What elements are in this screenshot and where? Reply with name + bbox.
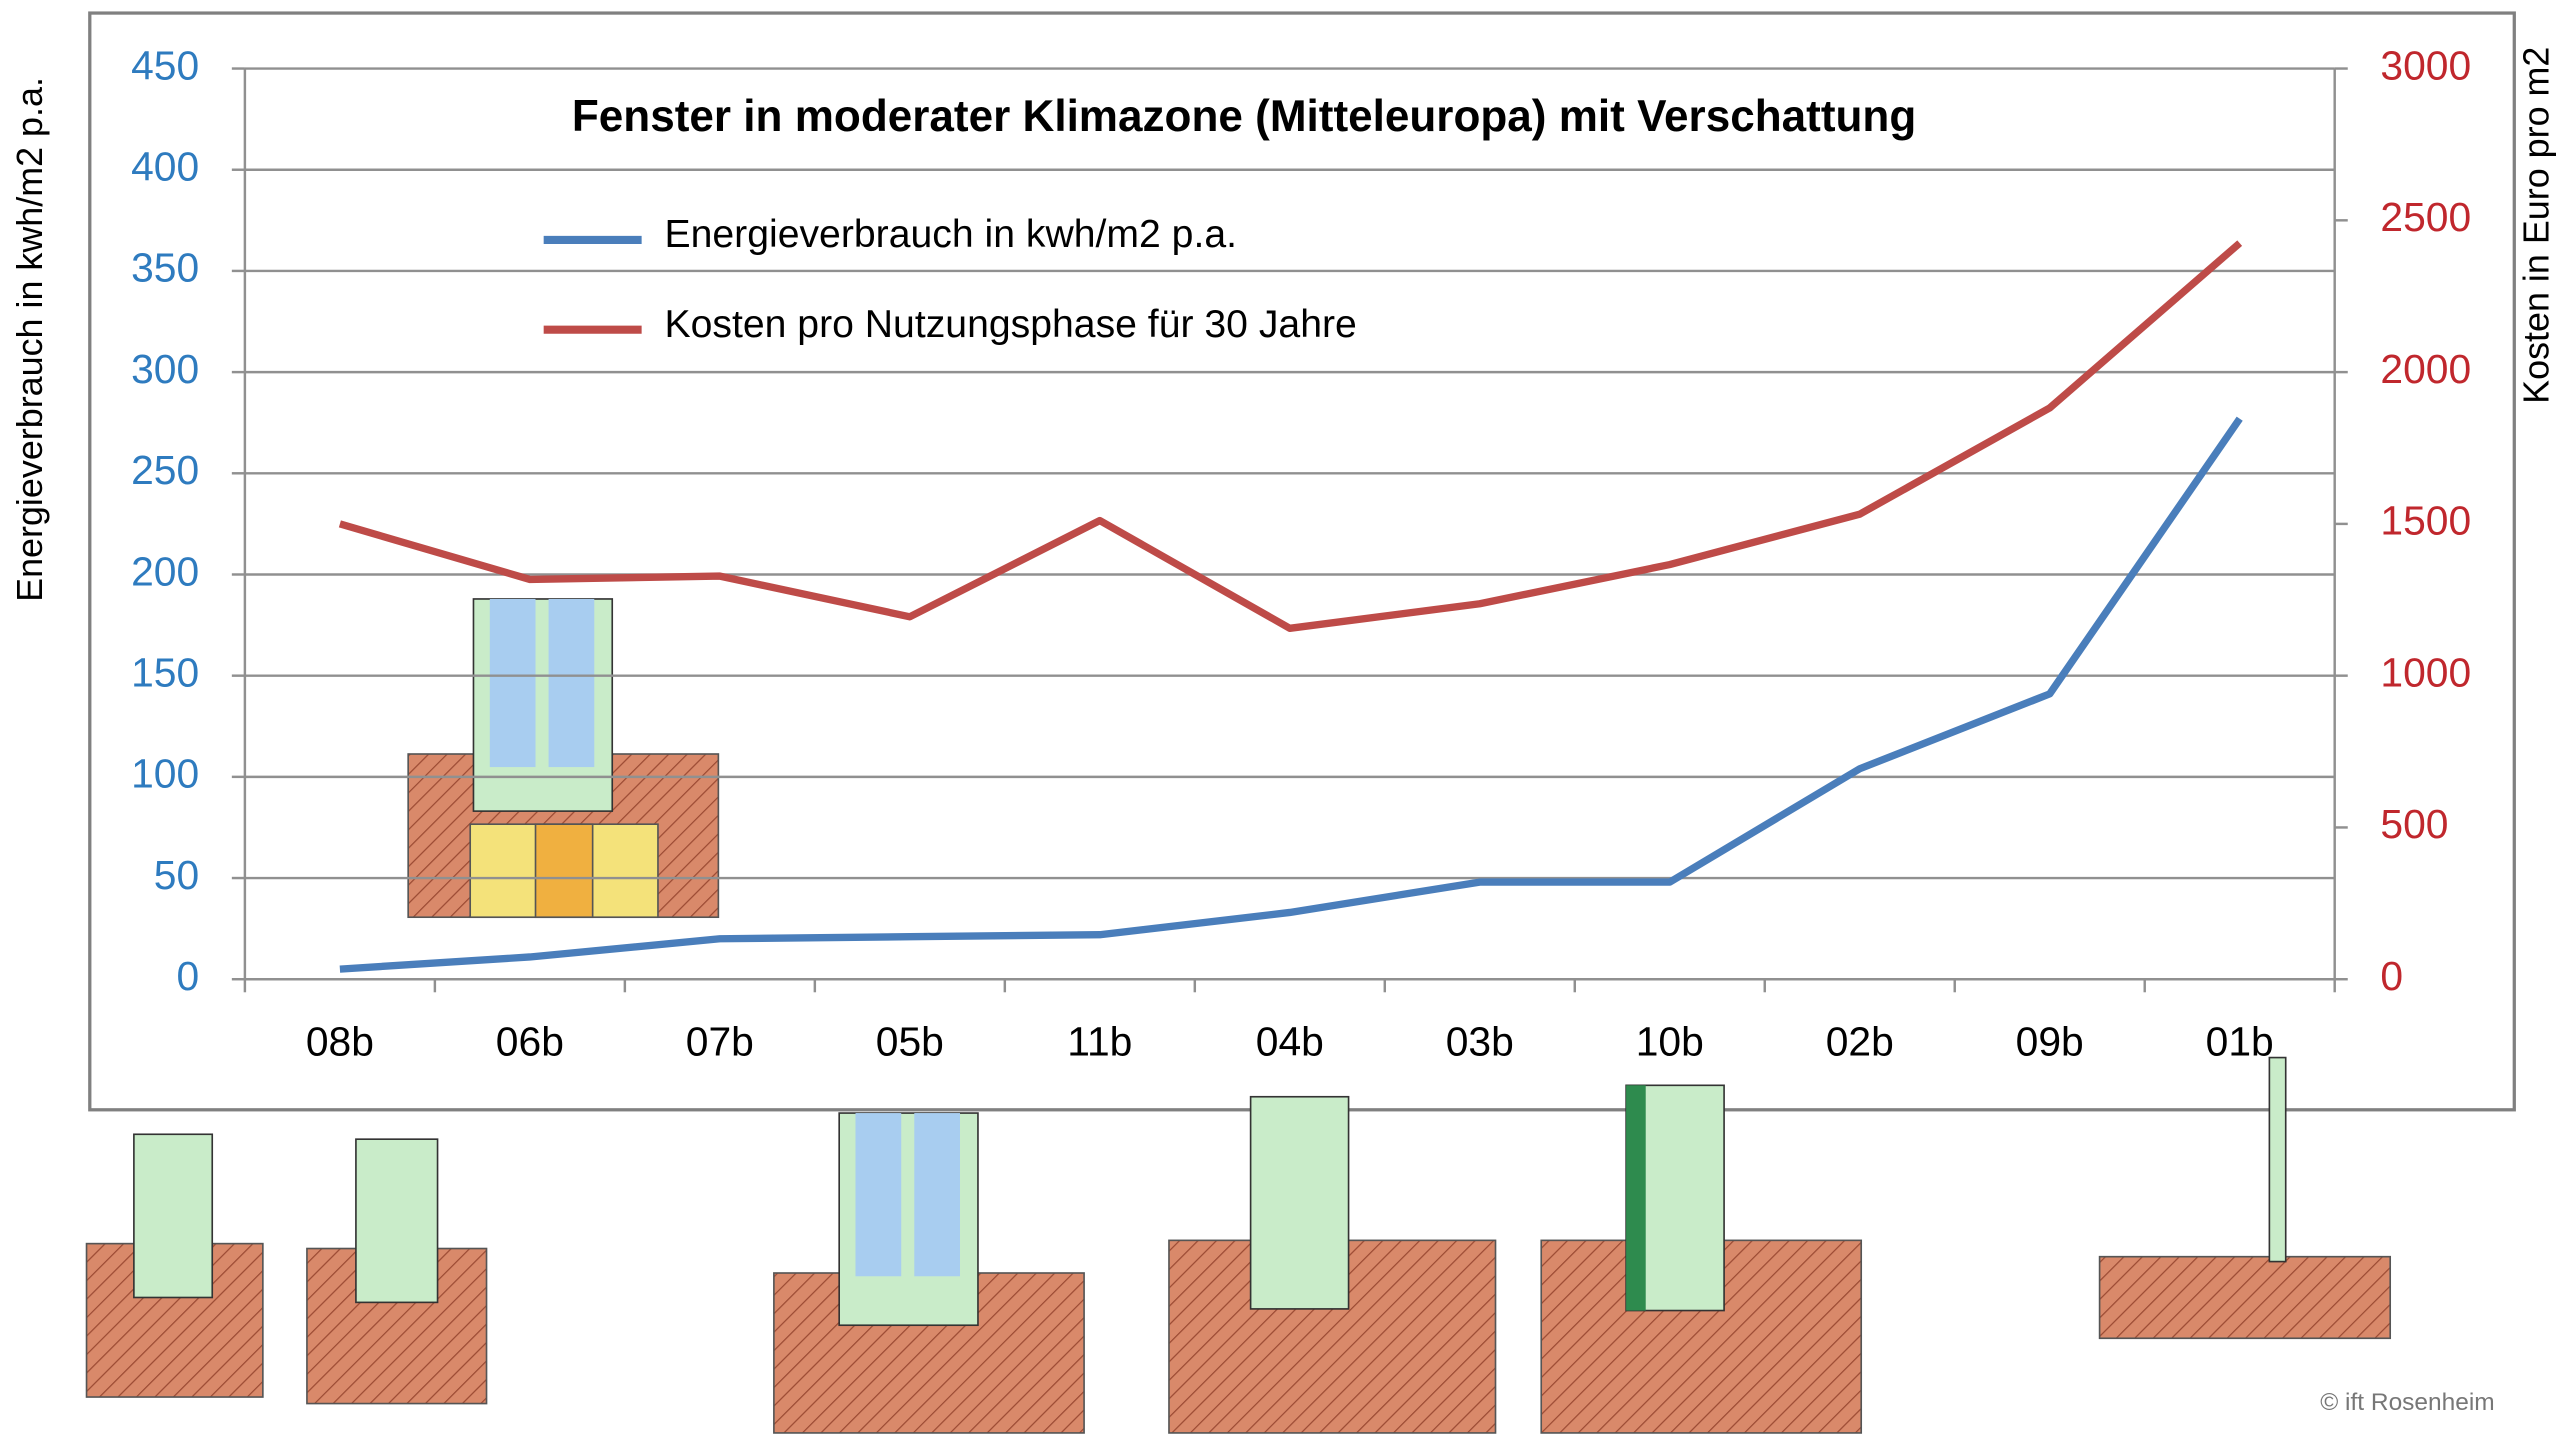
y2-tick-label: 1500 bbox=[2380, 498, 2471, 544]
x-tick-label: 02b bbox=[1826, 1018, 1894, 1064]
y2-tick-label: 0 bbox=[2380, 953, 2403, 999]
y-tick-label: 350 bbox=[131, 245, 199, 291]
y-tick-label: 150 bbox=[131, 649, 199, 695]
y-tick-label: 200 bbox=[131, 548, 199, 594]
y2-tick-label: 1000 bbox=[2380, 649, 2471, 695]
y-tick-label: 250 bbox=[131, 447, 199, 493]
y2-tick-label: 2500 bbox=[2380, 194, 2471, 240]
y2-tick-label: 500 bbox=[2380, 801, 2448, 847]
x-tick-label: 11b bbox=[1067, 1018, 1132, 1064]
x-tick-label: 07b bbox=[686, 1018, 754, 1064]
x-tick-label: 05b bbox=[876, 1018, 944, 1064]
x-tick-label: 10b bbox=[1636, 1018, 1704, 1064]
x-tick-label: 06b bbox=[496, 1018, 564, 1064]
x-tick-label: 04b bbox=[1256, 1018, 1324, 1064]
y2-tick-label: 3000 bbox=[2380, 42, 2471, 88]
chart-frame bbox=[88, 11, 2516, 1112]
y-tick-label: 50 bbox=[154, 852, 199, 898]
y-tick-label: 450 bbox=[131, 42, 199, 88]
x-tick-label: 03b bbox=[1446, 1018, 1514, 1064]
y2-axis-label: Kosten in Euro pro m2 bbox=[2515, 47, 2556, 404]
y2-tick-label: 2000 bbox=[2380, 346, 2471, 392]
y-tick-label: 400 bbox=[131, 144, 199, 190]
legend-label: Energieverbrauch in kwh/m2 p.a. bbox=[664, 213, 1237, 256]
window-drawings bbox=[85, 598, 2392, 1434]
data-line bbox=[338, 240, 2243, 632]
x-tick-label: 01b bbox=[2206, 1018, 2274, 1064]
data-line bbox=[339, 416, 2243, 973]
credit: © ift Rosenheim bbox=[2320, 1389, 2494, 1416]
y-tick-label: 0 bbox=[176, 953, 199, 999]
x-tick-label: 09b bbox=[2016, 1018, 2084, 1064]
chart-title: Fenster in moderater Klimazone (Mitteleu… bbox=[572, 92, 1916, 141]
y-axis-label: Energieverbrauch in kwh/m2 p.a. bbox=[9, 77, 50, 602]
legend-label: Kosten pro Nutzungsphase für 30 Jahre bbox=[664, 303, 1356, 346]
x-tick-label: 08b bbox=[306, 1018, 374, 1064]
y-tick-label: 100 bbox=[131, 751, 199, 797]
y-tick-label: 300 bbox=[131, 346, 199, 392]
